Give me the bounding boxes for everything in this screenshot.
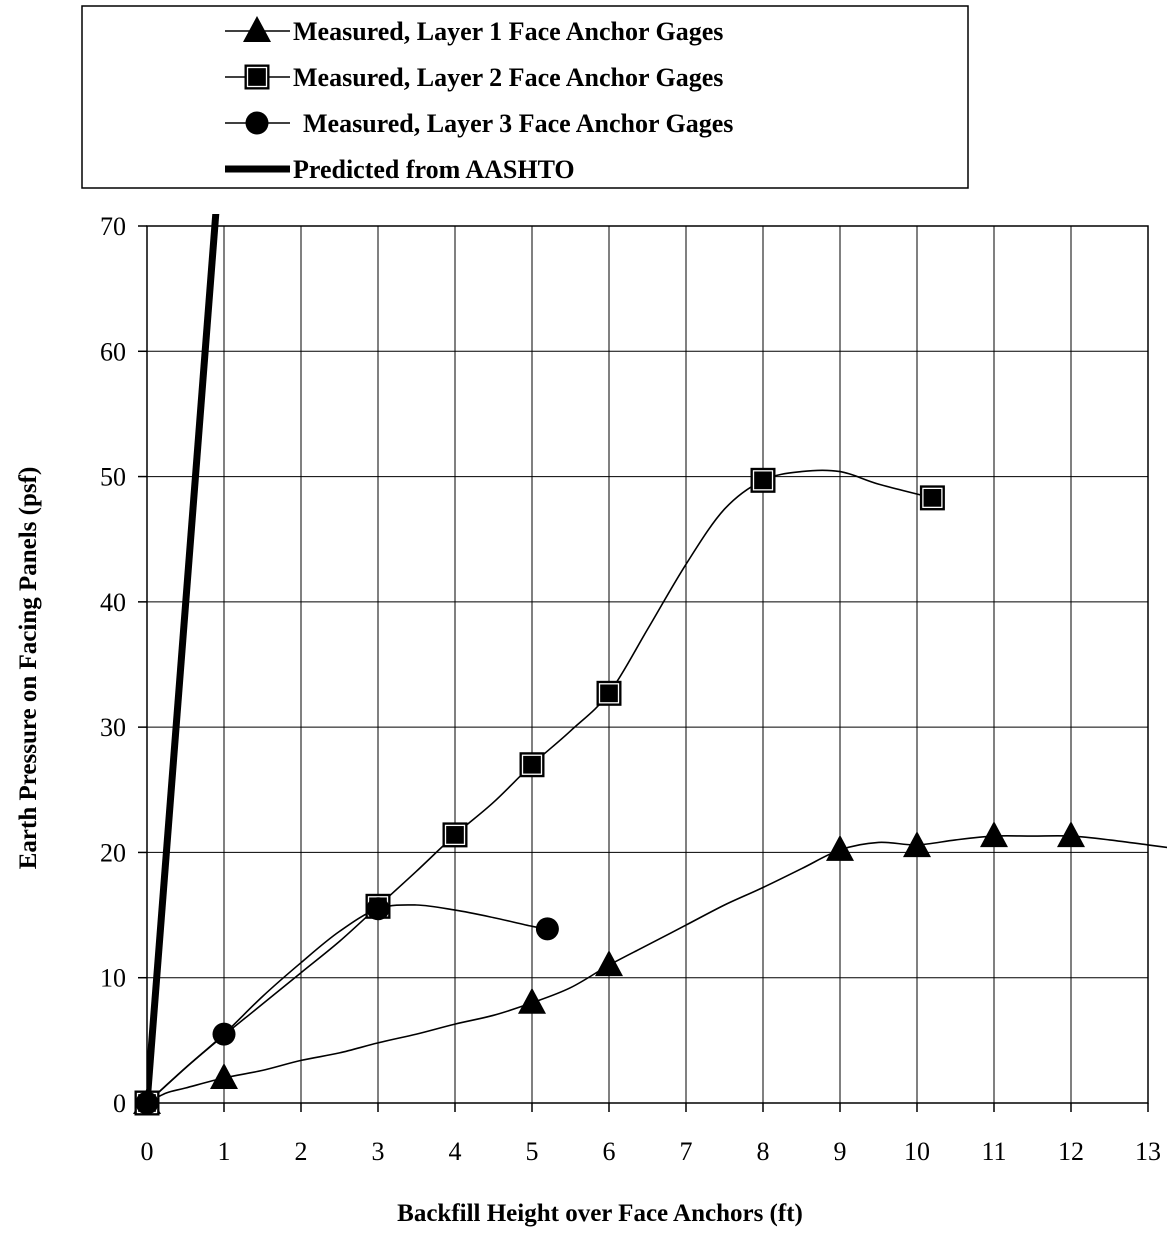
triangle-point bbox=[1057, 821, 1085, 848]
x-tick-label: 9 bbox=[834, 1137, 847, 1166]
grid bbox=[138, 225, 1149, 1112]
circle-point bbox=[535, 917, 559, 941]
plot-frame bbox=[146, 225, 1149, 1104]
y-tick-label: 30 bbox=[100, 713, 126, 742]
trend-line-layer-1 bbox=[147, 835, 1167, 1103]
x-tick-label: 7 bbox=[680, 1137, 693, 1166]
square-point-inner bbox=[752, 470, 774, 491]
legend-square-marker-inner bbox=[246, 66, 268, 88]
legend-label: Predicted from AASHTO bbox=[293, 155, 575, 184]
y-tick-label: 60 bbox=[100, 337, 126, 366]
y-tick-label: 10 bbox=[100, 964, 126, 993]
triangle-point bbox=[595, 950, 623, 977]
square-point bbox=[442, 822, 468, 848]
square-point bbox=[596, 680, 622, 706]
legend-triangle-marker bbox=[243, 16, 271, 42]
x-tick-label: 12 bbox=[1058, 1137, 1084, 1166]
legend-label: Measured, Layer 1 Face Anchor Gages bbox=[293, 17, 723, 46]
triangle-point bbox=[903, 831, 931, 858]
x-tick-label: 11 bbox=[981, 1137, 1006, 1166]
circle-point bbox=[135, 1091, 159, 1115]
aashto-line bbox=[147, 214, 220, 1103]
square-point-inner bbox=[598, 683, 620, 704]
x-tick-label: 10 bbox=[904, 1137, 930, 1166]
square-point bbox=[919, 485, 945, 511]
square-point bbox=[519, 752, 545, 778]
triangle-point bbox=[980, 821, 1008, 848]
triangle-point bbox=[210, 1062, 238, 1089]
legend-circle-marker bbox=[245, 111, 269, 135]
x-axis-title: Backfill Height over Face Anchors (ft) bbox=[397, 1200, 803, 1227]
circle-point bbox=[366, 897, 390, 921]
y-tick-label: 20 bbox=[100, 838, 126, 867]
triangle-point bbox=[826, 834, 854, 861]
x-tick-label: 8 bbox=[757, 1137, 770, 1166]
square-point-inner bbox=[922, 487, 943, 509]
legend-label: Measured, Layer 3 Face Anchor Gages bbox=[303, 109, 733, 138]
square-point-inner bbox=[444, 824, 466, 846]
x-tick-label: 13 bbox=[1135, 1137, 1161, 1166]
y-tick-label: 50 bbox=[100, 463, 126, 492]
trend-lines bbox=[147, 214, 1167, 1103]
x-tick-label: 2 bbox=[295, 1137, 308, 1166]
legend-label: Measured, Layer 2 Face Anchor Gages bbox=[293, 63, 723, 92]
y-tick-label: 70 bbox=[100, 212, 126, 241]
legend-square-marker bbox=[244, 64, 270, 90]
y-axis-title: Earth Pressure on Facing Panels (psf) bbox=[15, 467, 42, 870]
x-tick-label: 3 bbox=[372, 1137, 385, 1166]
x-tick-label: 4 bbox=[449, 1137, 462, 1166]
x-tick-label: 5 bbox=[526, 1137, 539, 1166]
x-tick-label: 1 bbox=[218, 1137, 231, 1166]
circle-point bbox=[212, 1022, 236, 1046]
square-point-inner bbox=[521, 754, 543, 775]
y-tick-label: 0 bbox=[113, 1089, 126, 1118]
x-tick-label: 0 bbox=[141, 1137, 154, 1166]
data-markers bbox=[133, 467, 1085, 1116]
square-point bbox=[750, 467, 776, 493]
x-tick-label: 6 bbox=[603, 1137, 616, 1166]
legend-box bbox=[81, 5, 969, 189]
triangle-point bbox=[518, 987, 546, 1014]
y-tick-label: 40 bbox=[100, 588, 126, 617]
legend: Measured, Layer 1 Face Anchor Gages Measu… bbox=[81, 5, 969, 189]
